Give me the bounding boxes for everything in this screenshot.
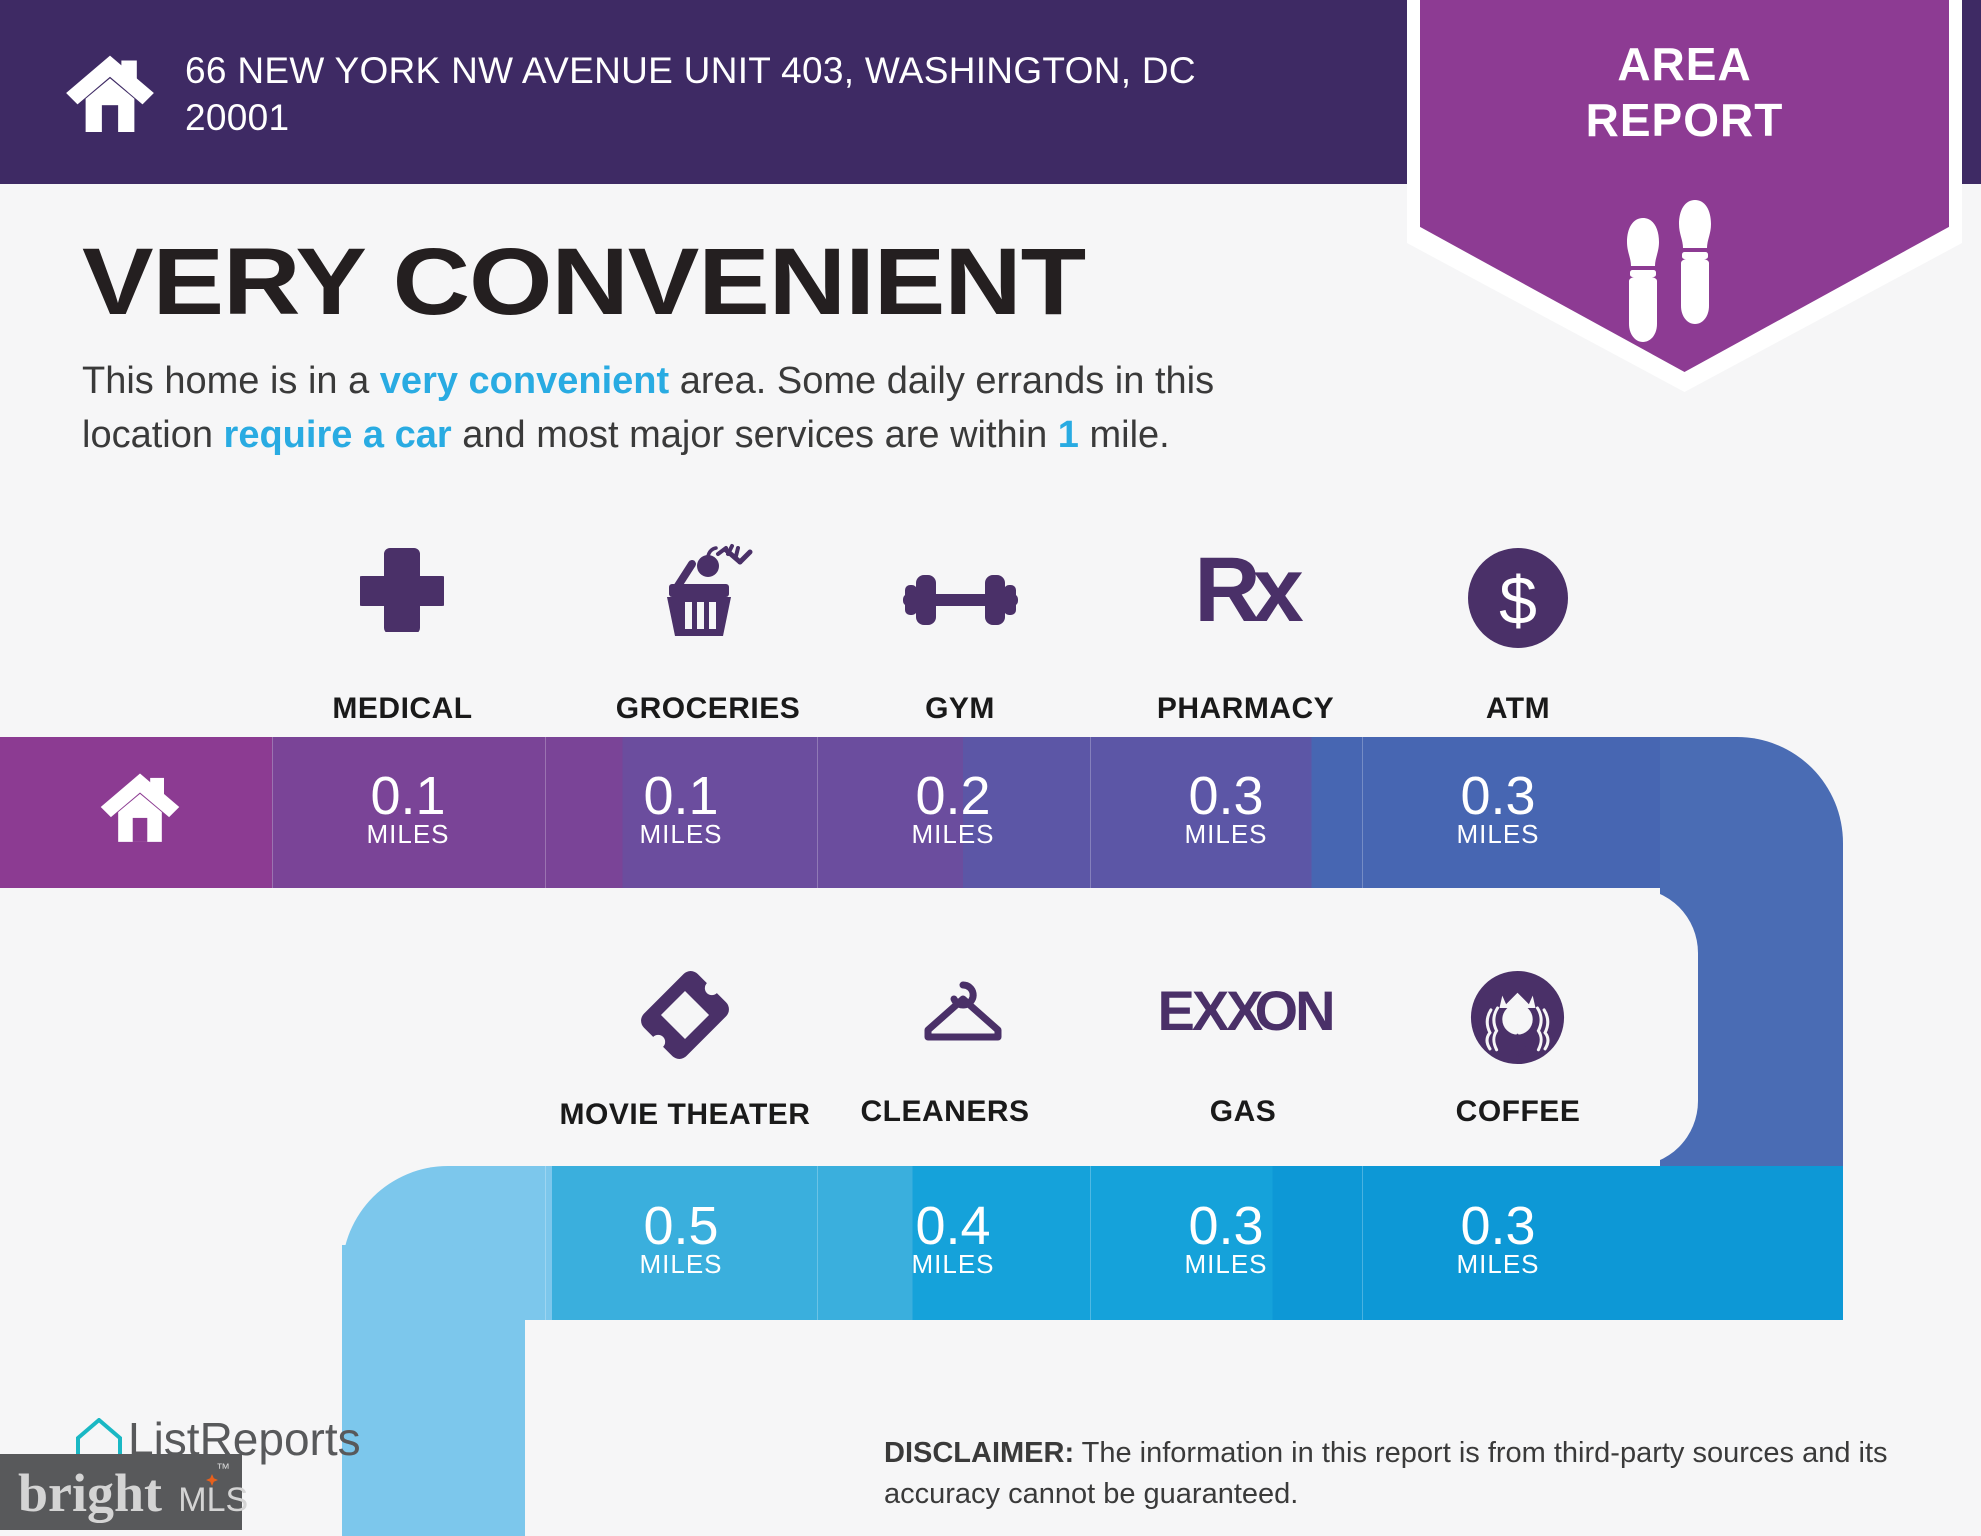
svg-text:$: $ bbox=[1499, 563, 1537, 639]
